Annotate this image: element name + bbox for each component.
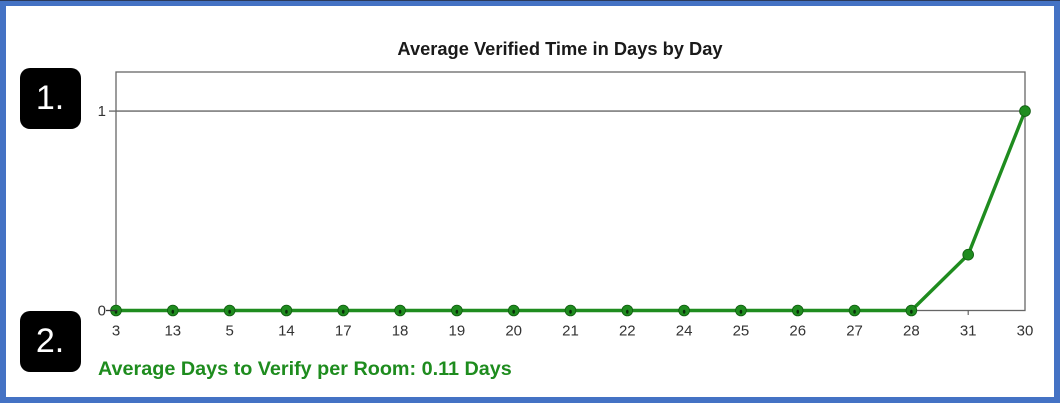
- svg-text:17: 17: [335, 323, 352, 340]
- svg-text:13: 13: [164, 323, 181, 340]
- svg-text:24: 24: [676, 323, 693, 340]
- svg-text:21: 21: [562, 323, 579, 340]
- svg-text:22: 22: [619, 323, 636, 340]
- svg-text:3: 3: [112, 323, 120, 340]
- svg-text:31: 31: [960, 323, 977, 340]
- svg-text:19: 19: [449, 323, 466, 340]
- svg-text:18: 18: [392, 323, 409, 340]
- svg-text:5: 5: [225, 323, 233, 340]
- svg-text:28: 28: [903, 323, 920, 340]
- svg-text:25: 25: [733, 323, 750, 340]
- svg-text:1: 1: [98, 103, 106, 120]
- svg-text:26: 26: [789, 323, 806, 340]
- svg-text:27: 27: [846, 323, 863, 340]
- svg-text:20: 20: [505, 323, 522, 340]
- svg-text:30: 30: [1017, 323, 1034, 340]
- svg-text:14: 14: [278, 323, 295, 340]
- svg-text:0: 0: [98, 303, 106, 320]
